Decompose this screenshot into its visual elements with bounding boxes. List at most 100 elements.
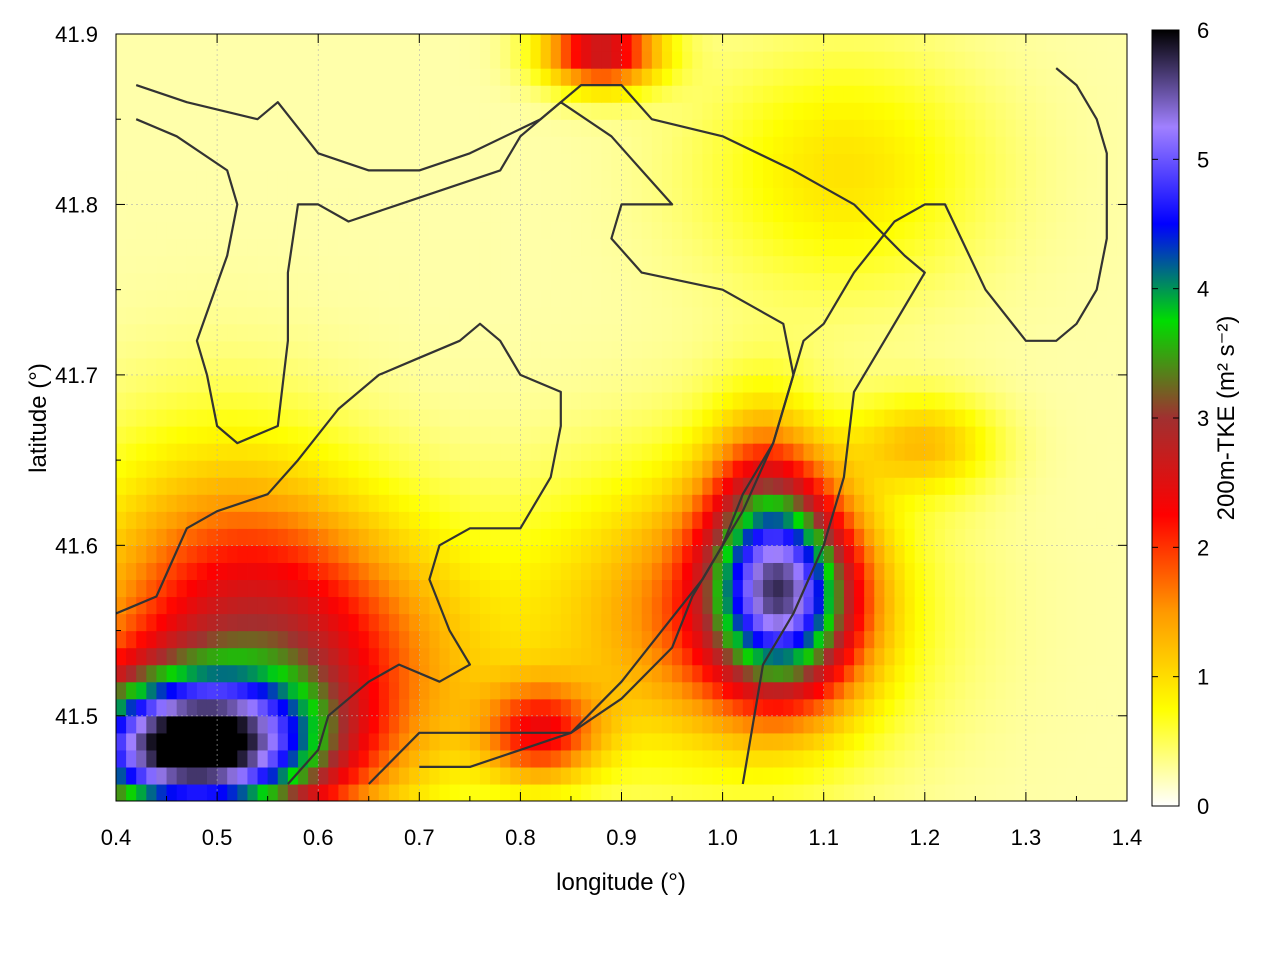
heat-cell xyxy=(419,204,431,223)
heat-cell xyxy=(1015,323,1027,342)
heat-cell xyxy=(328,221,340,240)
heat-cell xyxy=(752,85,764,103)
heat-cell xyxy=(570,545,582,563)
heat-cell xyxy=(955,391,966,410)
heat-cell xyxy=(682,613,693,632)
heat-cell xyxy=(459,443,471,461)
heat-cell xyxy=(752,136,764,154)
heat-cell xyxy=(176,613,188,632)
heat-cell xyxy=(955,102,966,120)
heat-cell xyxy=(368,119,380,137)
heat-cell xyxy=(530,766,542,785)
heat-cell xyxy=(439,715,451,734)
heat-cell xyxy=(206,170,218,188)
heat-cell xyxy=(864,528,875,546)
heat-cell xyxy=(206,579,218,598)
heat-cell xyxy=(338,340,350,359)
heat-cell xyxy=(520,715,532,734)
heat-cell xyxy=(712,477,724,495)
heat-cell xyxy=(267,68,279,86)
heat-cell xyxy=(297,34,309,52)
heat-cell xyxy=(217,391,228,410)
heat-cell xyxy=(530,426,542,444)
heat-cell xyxy=(692,528,703,546)
heat-cell xyxy=(965,238,976,257)
heat-cell xyxy=(277,647,289,666)
heat-cell xyxy=(1106,340,1118,359)
heat-cell xyxy=(1086,783,1098,801)
heat-cell xyxy=(581,102,592,120)
heat-cell xyxy=(1025,204,1037,223)
heat-cell xyxy=(257,698,269,717)
heat-cell xyxy=(672,136,683,154)
heat-cell xyxy=(914,494,926,512)
heat-cell xyxy=(692,698,703,717)
heat-cell xyxy=(368,511,380,529)
heat-cell xyxy=(854,647,865,666)
heat-cell xyxy=(672,460,683,478)
heat-cell xyxy=(247,732,259,751)
heat-cell xyxy=(449,340,461,359)
heat-cell xyxy=(520,323,532,342)
heat-cell xyxy=(1056,511,1067,529)
heat-cell xyxy=(368,749,380,768)
heat-cell xyxy=(338,613,350,632)
heat-cell xyxy=(752,272,764,291)
heat-cell xyxy=(318,136,329,154)
heat-cell xyxy=(692,374,703,393)
heat-cell xyxy=(1046,511,1057,529)
heat-cell xyxy=(692,221,703,240)
heat-cell xyxy=(530,596,542,615)
heat-cell xyxy=(1056,272,1067,291)
heat-cell xyxy=(267,340,279,359)
heat-cell xyxy=(914,698,926,717)
heat-cell xyxy=(318,426,329,444)
heat-cell xyxy=(1096,357,1108,376)
heat-cell xyxy=(591,613,602,632)
heat-cell xyxy=(631,579,643,598)
heat-cell xyxy=(955,647,966,666)
heat-cell xyxy=(1096,408,1108,427)
colorbar-tick-label: 2 xyxy=(1197,535,1209,560)
heat-cell xyxy=(742,153,754,171)
heat-cell xyxy=(449,34,461,52)
heat-cell xyxy=(237,477,249,495)
heat-cell xyxy=(126,119,137,137)
heat-cell xyxy=(1106,306,1118,325)
heat-cell xyxy=(742,85,754,103)
heat-cell xyxy=(631,715,643,734)
heat-cell xyxy=(308,204,319,223)
heat-cell xyxy=(500,443,511,461)
heat-cell xyxy=(439,596,451,615)
heat-cell xyxy=(459,477,471,495)
heat-cell xyxy=(449,511,461,529)
heat-cell xyxy=(116,289,127,308)
heat-cell xyxy=(995,323,1007,342)
heat-cell xyxy=(1066,272,1078,291)
heat-cell xyxy=(914,715,926,734)
heat-cell xyxy=(995,749,1007,768)
heat-cell xyxy=(945,783,956,801)
heat-cell xyxy=(1066,51,1078,69)
heat-cell xyxy=(388,732,400,751)
heat-cell xyxy=(479,596,491,615)
heat-cell xyxy=(409,613,420,632)
heat-cell xyxy=(864,783,875,801)
heat-cell xyxy=(469,511,481,529)
heat-cell xyxy=(904,34,916,52)
heat-cell xyxy=(206,187,218,206)
heat-cell xyxy=(520,374,532,393)
heat-cell xyxy=(1025,426,1037,444)
heat-cell xyxy=(843,681,855,700)
heat-cell xyxy=(116,204,127,223)
heat-cell xyxy=(136,647,147,666)
heat-cell xyxy=(813,51,825,69)
heat-cell xyxy=(1025,170,1037,188)
heat-cell xyxy=(126,51,137,69)
heat-cell xyxy=(955,443,966,461)
heat-cell xyxy=(570,102,582,120)
heat-cell xyxy=(530,630,542,649)
heat-cell xyxy=(126,494,137,512)
heat-cell xyxy=(490,374,501,393)
heat-cell xyxy=(631,85,643,103)
